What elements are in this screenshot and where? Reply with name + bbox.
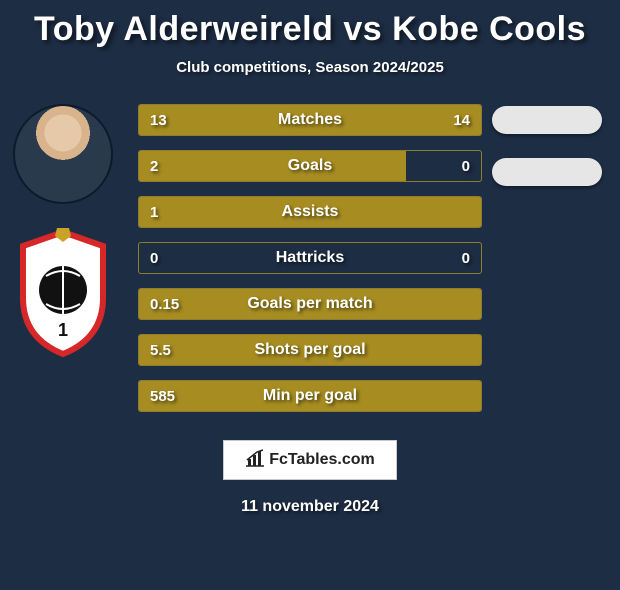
stat-value-player2: 0 [462, 242, 470, 274]
stat-bar-player1 [139, 197, 481, 227]
stat-bar-track [138, 196, 482, 228]
stat-row: Min per goal585 [138, 380, 482, 412]
stat-value-player2: 14 [453, 104, 470, 136]
stat-value-player1: 0.15 [150, 288, 179, 320]
stat-bar-player1 [139, 381, 481, 411]
player2-column [492, 104, 602, 210]
player2-placeholder-pill [492, 158, 602, 186]
stat-bar-track [138, 288, 482, 320]
stat-bar-track [138, 242, 482, 274]
vs-label: vs [343, 10, 382, 48]
stat-value-player1: 13 [150, 104, 167, 136]
stat-value-player2: 0 [462, 150, 470, 182]
subtitle: Club competitions, Season 2024/2025 [0, 59, 620, 76]
stat-value-player1: 0 [150, 242, 158, 274]
player1-club-crest: 1 [13, 228, 113, 358]
fctables-logo[interactable]: FcTables.com [223, 440, 397, 480]
stat-bars: Matches1314Goals20Assists1Hattricks00Goa… [138, 104, 482, 426]
stat-bar-player1 [139, 335, 481, 365]
stat-value-player1: 1 [150, 196, 158, 228]
player1-column: 1 [8, 104, 118, 358]
stat-bar-track [138, 104, 482, 136]
player2-placeholder-pill [492, 106, 602, 134]
stat-row: Assists1 [138, 196, 482, 228]
stat-value-player1: 2 [150, 150, 158, 182]
svg-text:1: 1 [58, 320, 68, 340]
stat-row: Goals per match0.15 [138, 288, 482, 320]
stat-bar-track [138, 380, 482, 412]
player2-name: Kobe Cools [392, 10, 586, 48]
stat-row: Goals20 [138, 150, 482, 182]
stat-bar-player1 [139, 289, 481, 319]
content-area: 1 Matches1314Goals20Assists1Hattricks00G… [0, 104, 620, 424]
stat-row: Matches1314 [138, 104, 482, 136]
player1-name: Toby Alderweireld [34, 10, 333, 48]
stat-bar-player1 [139, 151, 406, 181]
stat-row: Shots per goal5.5 [138, 334, 482, 366]
stat-bar-track [138, 150, 482, 182]
stat-row: Hattricks00 [138, 242, 482, 274]
stat-value-player1: 5.5 [150, 334, 171, 366]
stat-value-player1: 585 [150, 380, 175, 412]
fctables-text: FcTables.com [269, 451, 375, 469]
player1-avatar [13, 104, 113, 204]
comparison-title: Toby Alderweireld vs Kobe Cools [0, 10, 620, 49]
stat-bar-track [138, 334, 482, 366]
snapshot-date: 11 november 2024 [0, 498, 620, 516]
chart-icon [245, 449, 265, 472]
